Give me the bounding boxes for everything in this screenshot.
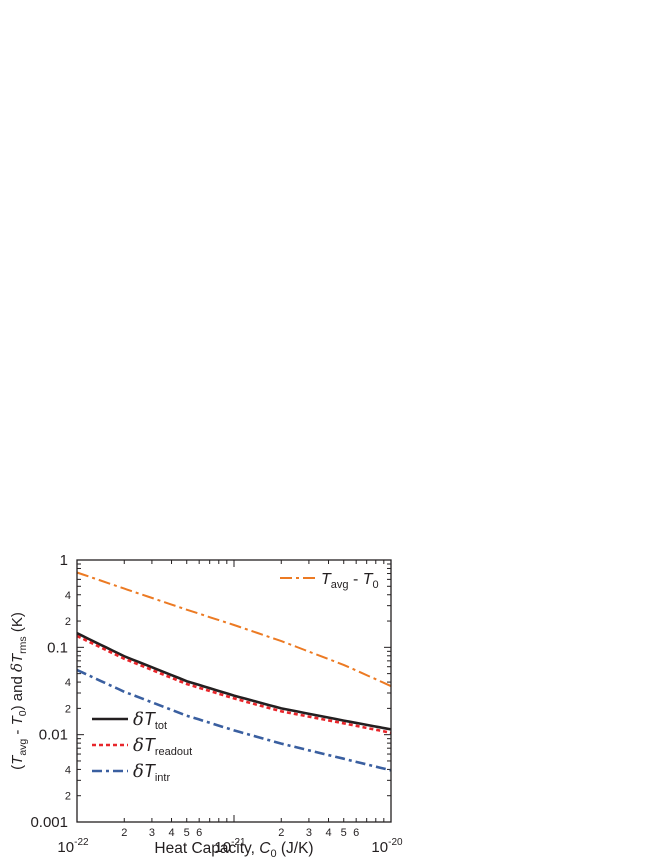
ticks-layer: 2 3 4 5 6 2 3 4 5 610-22 10-21 10-202424240.0010.01… <box>30 552 403 856</box>
y-axis-title-s3: rms <box>17 636 29 654</box>
series-line-Tavg <box>76 571 392 688</box>
x-tick-exponent: -21 <box>231 837 246 848</box>
y-axis-title-p4: (K) <box>9 612 26 636</box>
y-axis-title-t2: T <box>9 714 26 725</box>
legend-readout-t: T <box>144 735 157 755</box>
y-axis-title-s1: avg <box>17 739 29 756</box>
legend-tavg-minus: - <box>349 571 363 588</box>
series-line-tot <box>76 632 392 731</box>
x-minor-tick-label: 3 <box>149 827 155 839</box>
x-major-tick-label: 10-22 <box>57 837 89 856</box>
x-minor-tick-label: 4 <box>168 827 174 839</box>
y-axis-title-t1: T <box>9 754 26 765</box>
x-tick-exponent: -22 <box>74 837 89 848</box>
legend-tavg-t1: T <box>321 571 332 588</box>
x-axis-title-sub: 0 <box>270 848 276 860</box>
x-minor-tick-label: 5 <box>341 827 347 839</box>
legend-noise: δTtot δTreadout δTintr <box>92 709 192 784</box>
legend-tavg-sub2: 0 <box>373 579 379 591</box>
legend-tot-t: T <box>144 709 157 729</box>
legend-readout-sub: readout <box>155 746 192 758</box>
legend-intr-delta: δ <box>133 761 144 782</box>
x-tick-mantissa: 10 <box>214 839 231 856</box>
legend-tavg-t2: T <box>363 571 374 588</box>
y-axis-title-p2: - <box>9 725 26 738</box>
legend-tot-label: δTtot <box>133 709 167 732</box>
y-axis-title-delta: δ <box>8 663 26 672</box>
y-minor-tick-label: 4 <box>65 764 71 776</box>
legend-intr-t: T <box>144 761 157 781</box>
legend-intr-sub: intr <box>155 772 171 784</box>
x-tick-exponent: -20 <box>388 837 403 848</box>
y-minor-tick-label: 2 <box>65 616 71 628</box>
y-major-tick-label: 0.1 <box>47 639 68 656</box>
y-major-tick-label: 1 <box>60 552 68 569</box>
plot-frame <box>76 559 392 823</box>
x-axis-title-var: C <box>259 840 271 857</box>
y-major-tick-label: 0.01 <box>39 727 68 744</box>
x-major-tick-label: 10-20 <box>371 837 403 856</box>
x-minor-tick-label: 6 <box>353 827 359 839</box>
x-axis-title-text: Heat Capacity, <box>154 840 259 857</box>
legend-tavg-label: Tavg - T0 <box>321 571 379 591</box>
x-minor-tick-label: 2 <box>278 827 284 839</box>
series-layer <box>76 571 392 772</box>
y-major-tick-label: 0.001 <box>30 814 68 831</box>
x-tick-mantissa: 10 <box>57 839 74 856</box>
x-axis-title-unit: (J/K) <box>277 840 314 857</box>
series-line-readout <box>76 634 392 735</box>
x-minor-tick-label: 3 <box>306 827 312 839</box>
legend-readout-delta: δ <box>133 735 144 756</box>
x-major-tick-label: 10-21 <box>214 837 246 856</box>
y-minor-tick-label: 2 <box>65 703 71 715</box>
legend-tot-sub: tot <box>155 720 167 732</box>
x-minor-tick-label: 6 <box>196 827 202 839</box>
y-axis-title-p1: ( <box>9 765 26 770</box>
series-line-intr <box>76 668 392 772</box>
y-minor-tick-label: 4 <box>65 590 71 602</box>
y-axis-title-p3: ) and <box>9 672 26 710</box>
y-axis-title-t3: T <box>9 652 26 663</box>
y-axis-title: (Tavg - T0) and δTrms (K) <box>8 612 29 770</box>
legend-tavg-sub1: avg <box>331 579 349 591</box>
x-minor-tick-label: 5 <box>184 827 190 839</box>
x-axis-title: Heat Capacity, C0 (J/K) <box>154 840 313 860</box>
x-minor-tick-label: 2 <box>121 827 127 839</box>
y-minor-tick-label: 2 <box>65 791 71 803</box>
legend-tavg: Tavg - T0 <box>280 571 379 591</box>
legend-readout-label: δTreadout <box>133 735 192 758</box>
legend-intr-label: δTintr <box>133 761 170 784</box>
x-minor-tick-label: 4 <box>325 827 331 839</box>
y-axis-title-s2: 0 <box>17 710 29 716</box>
legend-tot-delta: δ <box>133 709 144 730</box>
x-tick-mantissa: 10 <box>371 839 388 856</box>
y-minor-tick-label: 4 <box>65 677 71 689</box>
